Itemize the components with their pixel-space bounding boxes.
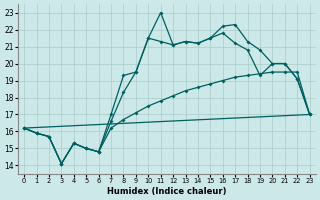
X-axis label: Humidex (Indice chaleur): Humidex (Indice chaleur) xyxy=(107,187,227,196)
